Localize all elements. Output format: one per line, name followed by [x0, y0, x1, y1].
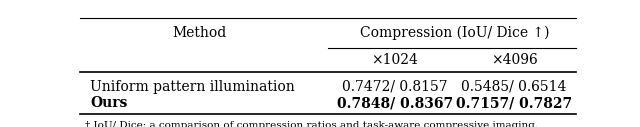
Text: Method: Method	[172, 26, 226, 40]
Text: Ours: Ours	[90, 96, 127, 110]
Text: 0.5485/ 0.6514: 0.5485/ 0.6514	[461, 80, 566, 94]
Text: ×1024: ×1024	[372, 53, 419, 67]
Text: 0.7848/ 0.8367: 0.7848/ 0.8367	[337, 96, 453, 110]
Text: 0.7157/ 0.7827: 0.7157/ 0.7827	[456, 96, 572, 110]
Text: † IoU/ Dice: a comparison of compression ratios and task-aware compressive imagi: † IoU/ Dice: a comparison of compression…	[85, 121, 538, 127]
Text: Compression (IoU/ Dice ↑): Compression (IoU/ Dice ↑)	[360, 26, 549, 40]
Text: ×4096: ×4096	[491, 53, 538, 67]
Text: 0.7472/ 0.8157: 0.7472/ 0.8157	[342, 80, 448, 94]
Text: Uniform pattern illumination: Uniform pattern illumination	[90, 80, 294, 94]
